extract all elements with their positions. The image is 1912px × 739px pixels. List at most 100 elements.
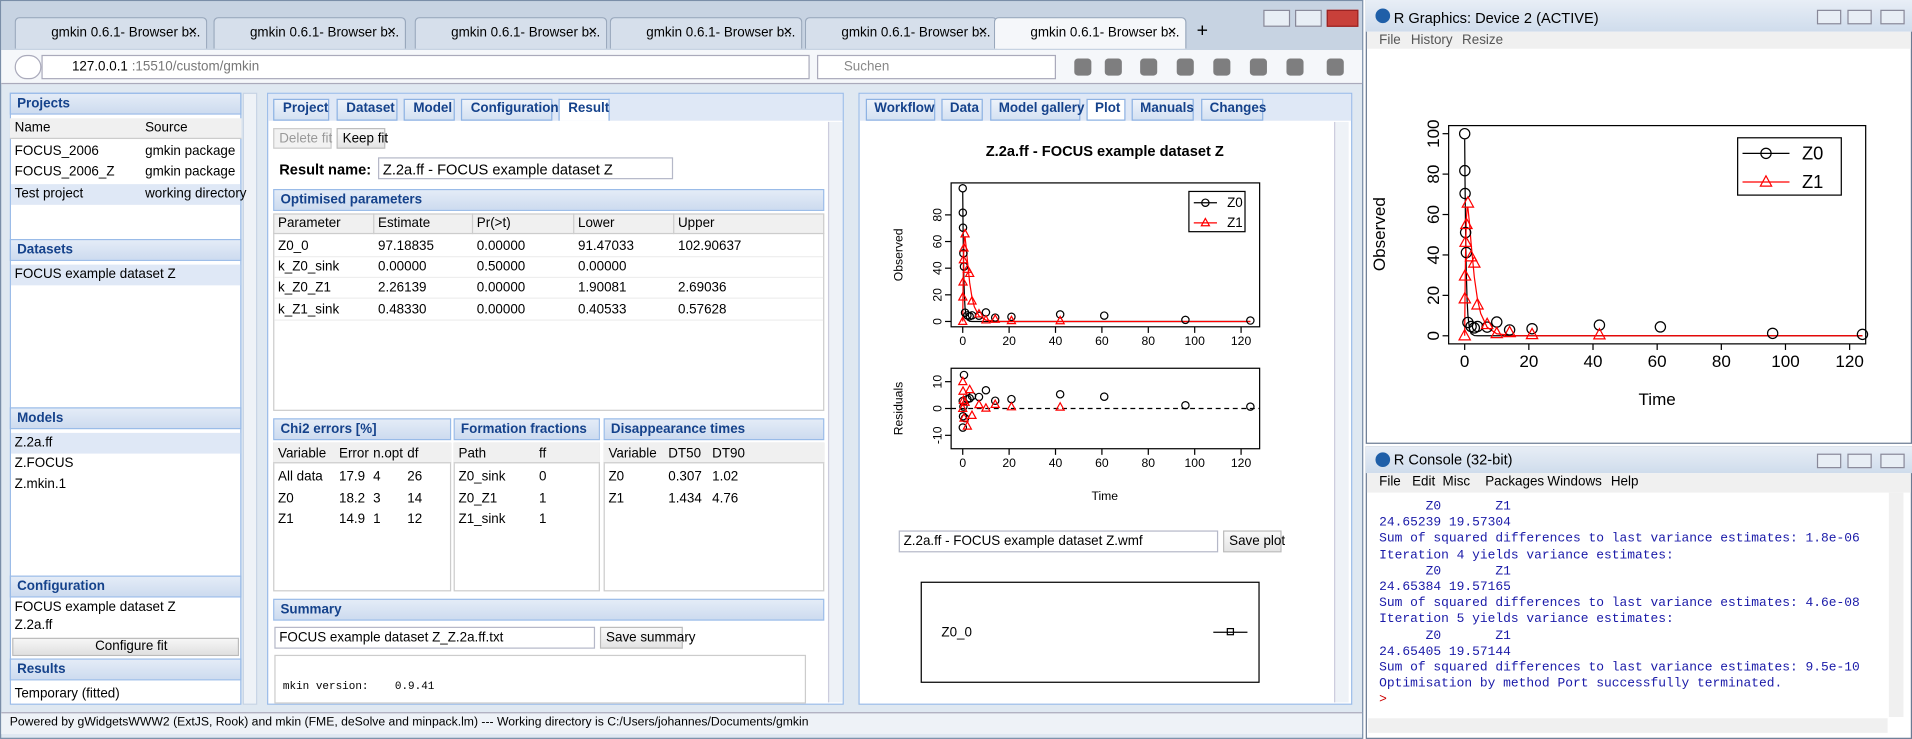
minimize[interactable] bbox=[1263, 9, 1291, 27]
toolbar-icon[interactable] bbox=[1074, 58, 1092, 76]
grid-cell[interactable]: Test project bbox=[14, 186, 84, 202]
browser-tab[interactable] bbox=[804, 17, 998, 49]
button[interactable] bbox=[599, 626, 683, 649]
text-field[interactable] bbox=[378, 157, 674, 180]
tab-close[interactable]: ✕ bbox=[977, 25, 989, 40]
list-item[interactable]: Z.mkin.1 bbox=[14, 476, 67, 492]
menu-item[interactable]: Misc bbox=[1442, 474, 1471, 489]
button-label[interactable]: Delete fit bbox=[279, 131, 333, 147]
tab[interactable] bbox=[558, 98, 610, 121]
browser-tab[interactable] bbox=[14, 17, 208, 49]
menu-item[interactable]: File bbox=[1379, 474, 1401, 489]
grid-cell[interactable]: working directory bbox=[145, 186, 247, 202]
menu-item[interactable]: Help bbox=[1610, 474, 1639, 489]
button[interactable] bbox=[336, 128, 386, 149]
tab-close[interactable]: ✕ bbox=[1166, 25, 1178, 40]
field-value[interactable]: Z.2a.ff - FOCUS example dataset Z.wmf bbox=[903, 534, 1143, 549]
tab[interactable] bbox=[865, 98, 936, 121]
toolbar-icon[interactable] bbox=[1176, 58, 1194, 76]
toolbar-icon[interactable] bbox=[1249, 58, 1267, 76]
toolbar-icon[interactable] bbox=[1140, 58, 1158, 76]
back-button[interactable] bbox=[14, 54, 42, 80]
field-value[interactable]: FOCUS example dataset Z_Z.2a.ff.txt bbox=[279, 630, 504, 646]
browser-tab[interactable] bbox=[993, 17, 1187, 49]
tab-label[interactable]: Plot bbox=[1095, 101, 1121, 116]
menu-item[interactable]: Packages bbox=[1485, 474, 1545, 489]
tab-title[interactable]: gmkin 0.6.1- Browser b... bbox=[646, 25, 796, 41]
field-value[interactable]: Z.2a.ff - FOCUS example dataset Z bbox=[382, 160, 613, 179]
tab-close[interactable]: ✕ bbox=[386, 25, 397, 40]
grid-cell[interactable]: gmkin package bbox=[145, 143, 236, 159]
tab[interactable] bbox=[336, 98, 398, 121]
grid-cell[interactable]: FOCUS_2006 bbox=[14, 143, 99, 159]
window-button[interactable] bbox=[1816, 9, 1842, 25]
url-path[interactable]: :15510/custom/gmkin bbox=[131, 59, 260, 75]
new-tab[interactable]: + bbox=[1196, 20, 1209, 42]
button-label[interactable]: Configure fit bbox=[95, 638, 168, 654]
tab-label[interactable]: Model gallery bbox=[998, 101, 1085, 116]
list-item[interactable]: FOCUS example dataset Z bbox=[14, 267, 176, 282]
grid-cell[interactable]: gmkin package bbox=[145, 164, 236, 180]
tab-label[interactable]: Configuration bbox=[470, 101, 559, 116]
list-item[interactable]: Temporary (fitted) bbox=[14, 686, 120, 702]
tab-label[interactable]: Project bbox=[282, 101, 329, 116]
tab-label[interactable]: Data bbox=[949, 101, 979, 116]
menu-item[interactable]: History bbox=[1410, 32, 1453, 48]
grid-cell[interactable]: FOCUS_2006_Z bbox=[14, 164, 115, 180]
tab-label[interactable]: Result bbox=[568, 101, 610, 116]
menu-item[interactable]: Edit bbox=[1412, 474, 1436, 489]
window-button[interactable] bbox=[1847, 9, 1872, 25]
toolbar-icon[interactable] bbox=[1286, 58, 1304, 76]
tab-label[interactable]: Changes bbox=[1209, 101, 1267, 116]
tab-label[interactable]: Manuals bbox=[1140, 101, 1194, 116]
tab[interactable] bbox=[273, 98, 330, 121]
maximize[interactable] bbox=[1295, 9, 1322, 27]
url-host[interactable]: 127.0.0.1 bbox=[71, 59, 128, 75]
window-button[interactable] bbox=[1880, 9, 1905, 25]
tab-title[interactable]: gmkin 0.6.1- Browser b... bbox=[841, 25, 991, 41]
text-field[interactable] bbox=[274, 626, 596, 649]
tab[interactable] bbox=[1201, 98, 1264, 121]
window-button[interactable] bbox=[1847, 453, 1872, 469]
tab[interactable] bbox=[460, 98, 553, 121]
toolbar-icon[interactable] bbox=[1326, 58, 1344, 76]
button[interactable] bbox=[1223, 530, 1282, 553]
menu-item[interactable]: Windows bbox=[1547, 474, 1602, 489]
close[interactable] bbox=[1326, 9, 1359, 27]
button-label[interactable]: Save summary bbox=[606, 630, 696, 646]
browser-tab[interactable] bbox=[609, 17, 803, 49]
tab[interactable] bbox=[990, 98, 1081, 121]
browser-tab[interactable] bbox=[414, 17, 608, 49]
window-button[interactable] bbox=[1816, 453, 1842, 469]
tab-label[interactable]: Workflow bbox=[874, 101, 935, 116]
tab-title[interactable]: gmkin 0.6.1- Browser b... bbox=[249, 25, 400, 41]
list-item[interactable]: Z.2a.ff bbox=[14, 435, 53, 450]
menu-item[interactable]: File bbox=[1379, 32, 1401, 48]
tab-label[interactable]: Model bbox=[413, 101, 453, 116]
tab-close[interactable]: ✕ bbox=[782, 25, 794, 40]
tab-title[interactable]: gmkin 0.6.1- Browser b... bbox=[451, 25, 601, 41]
list-item[interactable]: Z.FOCUS bbox=[14, 456, 74, 471]
tab-close[interactable]: ✕ bbox=[587, 25, 598, 40]
tab[interactable] bbox=[1086, 98, 1126, 121]
browser-tab[interactable] bbox=[213, 17, 407, 49]
tab[interactable] bbox=[1131, 98, 1194, 121]
search-field[interactable] bbox=[816, 54, 1057, 80]
tab-title[interactable]: gmkin 0.6.1- Browser b... bbox=[1030, 25, 1180, 41]
text-field[interactable] bbox=[898, 530, 1219, 553]
menu-item[interactable]: Resize bbox=[1462, 32, 1504, 48]
tab-label[interactable]: Dataset bbox=[346, 101, 395, 116]
button-label[interactable]: Keep fit bbox=[342, 131, 389, 147]
tab-close[interactable]: ✕ bbox=[187, 25, 199, 40]
tab[interactable] bbox=[403, 98, 455, 121]
toolbar-icon[interactable] bbox=[1213, 58, 1231, 76]
button[interactable] bbox=[12, 637, 240, 657]
url-field[interactable] bbox=[41, 54, 810, 80]
tab-title[interactable]: gmkin 0.6.1- Browser b... bbox=[51, 25, 201, 41]
window-button[interactable] bbox=[1880, 453, 1905, 469]
button[interactable] bbox=[273, 128, 332, 149]
button-label[interactable]: Save plot bbox=[1229, 534, 1286, 549]
search-placeholder[interactable]: Suchen bbox=[843, 59, 890, 75]
toolbar-icon[interactable] bbox=[1104, 58, 1122, 76]
tab[interactable] bbox=[941, 98, 983, 121]
